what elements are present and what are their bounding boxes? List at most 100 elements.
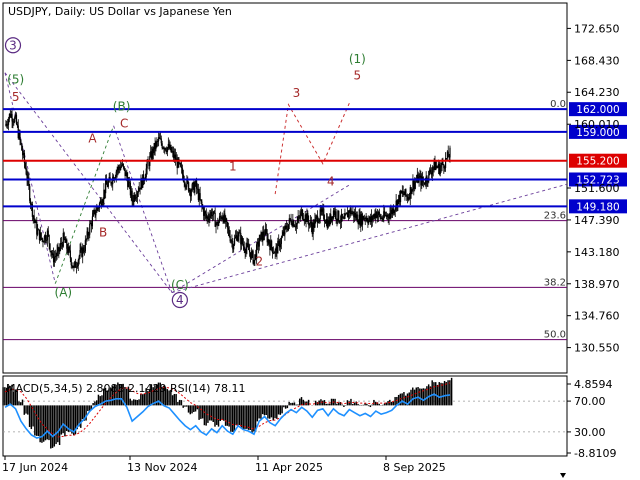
candle-body bbox=[82, 247, 84, 257]
candle-body bbox=[162, 147, 164, 149]
candle-body bbox=[339, 221, 342, 223]
macd-bar bbox=[136, 400, 139, 406]
candle-body bbox=[168, 143, 170, 149]
candle-body bbox=[161, 143, 163, 149]
candle-body bbox=[97, 207, 100, 209]
candle-body bbox=[199, 193, 201, 200]
candle-body bbox=[229, 236, 231, 242]
candle-body bbox=[223, 213, 225, 223]
candle-body bbox=[301, 209, 304, 220]
candle-body bbox=[360, 214, 362, 226]
candle-body bbox=[366, 217, 368, 222]
candle-body bbox=[181, 168, 184, 175]
candle-body bbox=[390, 209, 392, 214]
candle-body bbox=[305, 214, 307, 222]
candle-body bbox=[412, 180, 414, 190]
candle-body bbox=[335, 211, 337, 219]
macd-bar bbox=[210, 405, 213, 421]
candle-body bbox=[180, 166, 183, 169]
candle-body bbox=[102, 199, 104, 204]
candle-body bbox=[244, 250, 246, 253]
candle-body bbox=[434, 159, 436, 170]
candle-body bbox=[111, 183, 113, 185]
candle-body bbox=[176, 158, 178, 168]
macd-bar bbox=[196, 405, 199, 410]
macd-bar bbox=[415, 387, 418, 406]
macd-bar bbox=[270, 405, 273, 418]
macd-bar bbox=[237, 405, 239, 428]
candle-body bbox=[421, 176, 423, 186]
macd-bar bbox=[129, 398, 131, 406]
macd-bar bbox=[293, 402, 296, 406]
indicator-tick-label: -8.8109 bbox=[574, 447, 616, 460]
candle-body bbox=[336, 218, 338, 221]
trend-line bbox=[4, 72, 173, 293]
candle-body bbox=[392, 208, 394, 215]
candle-body bbox=[403, 194, 405, 196]
candle-body bbox=[43, 241, 45, 243]
candle-body bbox=[325, 219, 327, 224]
candle-body bbox=[66, 239, 68, 249]
candle-body bbox=[268, 239, 270, 244]
macd-bar bbox=[83, 405, 86, 421]
candle-body bbox=[369, 216, 371, 220]
candle-body bbox=[409, 187, 411, 199]
candle-body bbox=[59, 247, 61, 252]
macd-bar bbox=[85, 405, 87, 421]
macd-bar bbox=[277, 405, 280, 415]
candle-body bbox=[107, 181, 109, 187]
candle-body bbox=[333, 210, 335, 215]
candle-body bbox=[339, 221, 341, 223]
candle-body bbox=[60, 242, 63, 245]
wave-label: 5 bbox=[12, 90, 20, 104]
macd-bar bbox=[57, 405, 59, 443]
macd-bar bbox=[217, 405, 220, 427]
candle-body bbox=[205, 213, 207, 219]
candle-body bbox=[275, 246, 277, 251]
candle-body bbox=[414, 182, 416, 189]
candle-body bbox=[99, 200, 101, 204]
macd-bar bbox=[447, 380, 449, 406]
candle-body bbox=[36, 221, 38, 235]
candle-body bbox=[63, 232, 65, 239]
macd-bar bbox=[18, 401, 20, 406]
candle-body bbox=[420, 175, 422, 186]
macd-bar bbox=[9, 385, 11, 406]
macd-bar bbox=[34, 405, 36, 436]
price-tick-label: 168.430 bbox=[574, 54, 620, 67]
macd-bar bbox=[187, 405, 190, 413]
macd-bar bbox=[246, 405, 248, 429]
candle-body bbox=[96, 207, 98, 213]
candle-body bbox=[298, 216, 300, 218]
candle-body bbox=[381, 218, 383, 220]
candle-body bbox=[53, 256, 56, 263]
candle-body bbox=[67, 246, 70, 253]
candle-body bbox=[165, 147, 167, 151]
wave-label: (C) bbox=[171, 278, 189, 292]
candle-body bbox=[195, 180, 198, 189]
macd-bar bbox=[201, 405, 204, 419]
candle-body bbox=[334, 211, 336, 215]
candle-body bbox=[106, 184, 109, 187]
candle-body bbox=[340, 213, 342, 222]
macd-bar bbox=[221, 405, 223, 420]
macd-bar bbox=[369, 405, 372, 408]
macd-bar bbox=[419, 388, 421, 406]
macd-bar bbox=[108, 388, 110, 406]
candle-body bbox=[372, 216, 374, 220]
macd-bar bbox=[16, 389, 18, 406]
candle-body bbox=[65, 239, 67, 243]
candle-body bbox=[56, 250, 58, 256]
candle-body bbox=[144, 177, 146, 180]
candle-body bbox=[280, 237, 282, 244]
candle-body bbox=[78, 256, 80, 261]
candle-body bbox=[343, 217, 345, 219]
candle-body bbox=[45, 235, 47, 241]
macd-bar bbox=[106, 390, 109, 406]
candle-body bbox=[293, 220, 295, 227]
candle-body bbox=[222, 216, 224, 223]
macd-bar bbox=[231, 405, 234, 432]
candle-body bbox=[90, 222, 93, 227]
candle-body bbox=[117, 166, 119, 171]
macd-bar bbox=[2, 387, 4, 406]
